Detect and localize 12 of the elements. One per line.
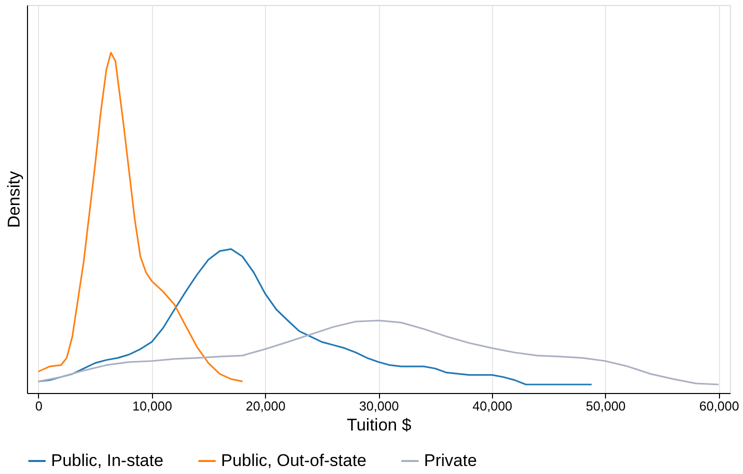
x-tick-label: 10,000	[132, 398, 172, 414]
x-tick-label: 20,000	[246, 398, 286, 414]
x-tick-label: 50,000	[586, 398, 626, 414]
legend-label: Private	[424, 451, 477, 470]
legend-label: Public, In-state	[51, 451, 164, 470]
x-tick-label: 60,000	[699, 398, 740, 414]
x-tick-label: 30,000	[359, 398, 399, 414]
y-axis-title: Density	[4, 170, 24, 228]
legend-label: Public, Out-of-state	[221, 451, 367, 470]
x-tick-label: 40,000	[472, 398, 512, 414]
x-axis-title: Tuition $	[346, 416, 412, 434]
x-tick-label: 0	[35, 398, 42, 414]
